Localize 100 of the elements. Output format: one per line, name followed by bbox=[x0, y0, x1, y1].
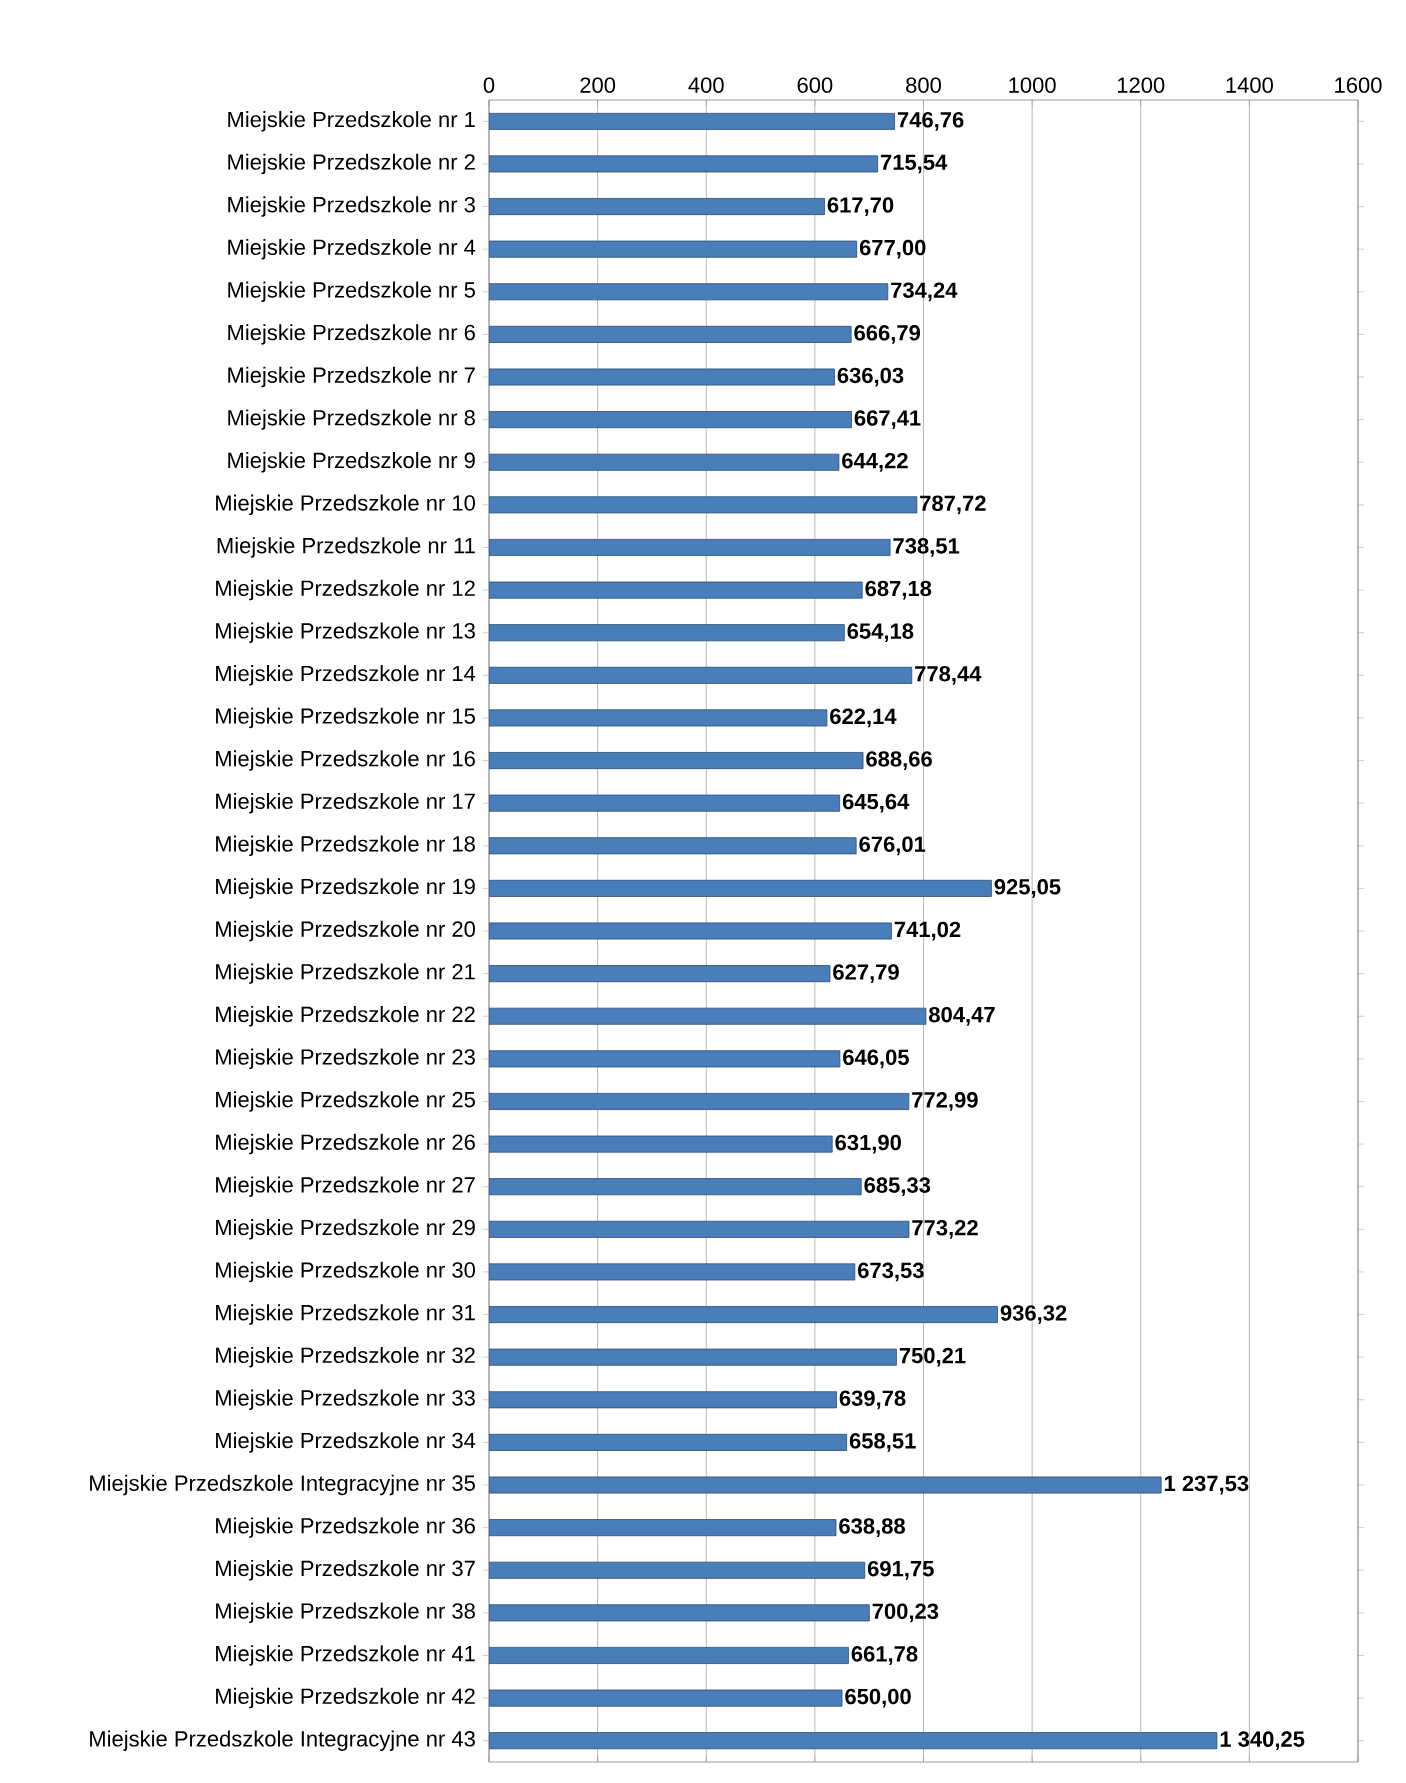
y-tick-label: Miejskie Przedszkole nr 41 bbox=[216, 1645, 475, 1666]
bar bbox=[489, 1604, 870, 1622]
bar bbox=[489, 624, 845, 642]
y-tick-label: Miejskie Przedszkole nr 22 bbox=[216, 1006, 475, 1027]
data-label: 804,47 bbox=[929, 1006, 995, 1026]
bar bbox=[489, 1306, 998, 1324]
data-label: 687,18 bbox=[865, 580, 932, 600]
bar bbox=[489, 1092, 910, 1110]
data-label: 700,23 bbox=[872, 1603, 939, 1623]
y-tick-label: Miejskie Przedszkole Integracyjne nr 35 bbox=[90, 1474, 475, 1496]
bar bbox=[489, 538, 891, 556]
data-label: 631,90 bbox=[835, 1134, 901, 1154]
data-label: 667,41 bbox=[854, 410, 921, 430]
data-label: 636,03 bbox=[837, 367, 904, 387]
data-label: 936,32 bbox=[1000, 1305, 1067, 1324]
data-label: 715,54 bbox=[880, 154, 948, 174]
y-tick-label: Miejskie Przedszkole nr 29 bbox=[216, 1219, 475, 1240]
y-tick-label: Miejskie Przedszkole nr 42 bbox=[216, 1687, 475, 1709]
x-tick-label: 200 bbox=[580, 77, 616, 93]
data-label: 1 340,25 bbox=[1220, 1731, 1305, 1751]
data-label: 673,53 bbox=[858, 1262, 924, 1282]
y-tick-label: Miejskie Przedszkole nr 30 bbox=[216, 1261, 475, 1283]
y-tick-label: Miejskie Przedszkole nr 27 bbox=[216, 1176, 475, 1197]
y-tick-label: Miejskie Przedszkole nr 18 bbox=[216, 835, 475, 857]
bar bbox=[489, 1050, 841, 1068]
data-label: 646,05 bbox=[843, 1049, 909, 1069]
data-label: 645,64 bbox=[842, 793, 910, 813]
x-tick-label: 1600 bbox=[1335, 77, 1382, 93]
x-tick-label: 1200 bbox=[1117, 77, 1165, 93]
bar bbox=[489, 155, 879, 173]
data-label: 750,21 bbox=[899, 1347, 966, 1367]
y-tick-label: Miejskie Przedszkole nr 21 bbox=[216, 963, 475, 984]
y-tick-label: Miejskie Przedszkole nr 3 bbox=[228, 196, 475, 217]
bar bbox=[489, 283, 889, 301]
data-label: 661,78 bbox=[851, 1646, 918, 1665]
data-label: 746,76 bbox=[897, 111, 964, 131]
bar bbox=[489, 1476, 1162, 1494]
y-tick-label: Miejskie Przedszkole nr 6 bbox=[228, 324, 475, 345]
y-tick-label: Miejskie Przedszkole nr 8 bbox=[228, 409, 475, 430]
data-label: 773,22 bbox=[912, 1219, 978, 1239]
y-tick-label: Miejskie Przedszkole nr 11 bbox=[217, 537, 475, 558]
bar bbox=[489, 1561, 866, 1579]
bar bbox=[489, 1689, 843, 1707]
bar bbox=[489, 112, 895, 130]
y-tick-label: Miejskie Przedszkole nr 36 bbox=[216, 1517, 475, 1538]
y-tick-label: Miejskie Przedszkole nr 12 bbox=[216, 579, 475, 601]
y-tick-label: Miejskie Przedszkole nr 25 bbox=[216, 1091, 475, 1112]
y-tick-label: Miejskie Przedszkole nr 5 bbox=[228, 281, 475, 303]
bar bbox=[489, 752, 864, 770]
data-label: 666,79 bbox=[854, 325, 921, 344]
x-tick-label: 1000 bbox=[1009, 77, 1056, 93]
bar bbox=[489, 453, 840, 471]
data-label: 676,01 bbox=[859, 836, 926, 856]
y-tick-label: Miejskie Przedszkole nr 32 bbox=[216, 1346, 475, 1368]
bar bbox=[489, 581, 863, 599]
y-tick-label: Miejskie Przedszkole Integracyjne nr 43 bbox=[90, 1730, 475, 1751]
y-tick-label: Miejskie Przedszkole nr 4 bbox=[228, 238, 476, 260]
bar bbox=[489, 1732, 1218, 1750]
x-tick-label: 400 bbox=[688, 77, 724, 93]
bar bbox=[489, 325, 852, 343]
bar bbox=[489, 198, 825, 216]
data-label: 658,51 bbox=[849, 1433, 916, 1452]
data-label: 925,05 bbox=[994, 879, 1061, 898]
y-tick-label: Miejskie Przedszkole nr 33 bbox=[216, 1389, 475, 1411]
bar bbox=[489, 1519, 837, 1537]
bar bbox=[489, 837, 857, 855]
data-label: 688,66 bbox=[866, 751, 932, 770]
bar bbox=[489, 1433, 848, 1451]
y-tick-label: Miejskie Przedszkole nr 1 bbox=[228, 111, 475, 132]
bar bbox=[489, 411, 852, 429]
data-label: 644,22 bbox=[842, 452, 908, 472]
data-label: 622,14 bbox=[830, 708, 897, 728]
bar bbox=[489, 368, 835, 386]
data-label: 638,88 bbox=[839, 1518, 905, 1538]
y-tick-label: Miejskie Przedszkole nr 17 bbox=[216, 792, 475, 814]
data-label: 734,24 bbox=[891, 282, 958, 302]
data-label: 677,00 bbox=[859, 239, 926, 259]
x-tick-label: 1400 bbox=[1226, 77, 1273, 93]
bar bbox=[489, 794, 841, 812]
data-label: 685,33 bbox=[864, 1177, 931, 1197]
y-tick-label: Miejskie Przedszkole nr 10 bbox=[216, 494, 475, 516]
bar bbox=[489, 240, 858, 258]
bar bbox=[489, 1263, 856, 1281]
data-label: 787,72 bbox=[920, 495, 986, 515]
bar bbox=[489, 1178, 862, 1196]
data-label: 650,00 bbox=[845, 1688, 911, 1708]
y-tick-label: Miejskie Przedszkole nr 26 bbox=[216, 1133, 475, 1155]
data-label: 654,18 bbox=[847, 623, 914, 643]
data-label: 778,44 bbox=[915, 665, 982, 685]
data-label: 617,70 bbox=[827, 197, 894, 216]
data-label: 691,75 bbox=[867, 1560, 934, 1580]
bar bbox=[489, 709, 828, 727]
y-tick-label: Miejskie Przedszkole nr 16 bbox=[216, 750, 475, 771]
bar bbox=[489, 879, 992, 897]
data-label: 639,78 bbox=[839, 1390, 906, 1410]
bar bbox=[489, 1646, 849, 1664]
bar bbox=[489, 666, 913, 684]
y-tick-label: Miejskie Przedszkole nr 2 bbox=[228, 153, 475, 175]
bar bbox=[489, 922, 892, 940]
y-tick-label: Miejskie Przedszkole nr 9 bbox=[228, 451, 475, 473]
